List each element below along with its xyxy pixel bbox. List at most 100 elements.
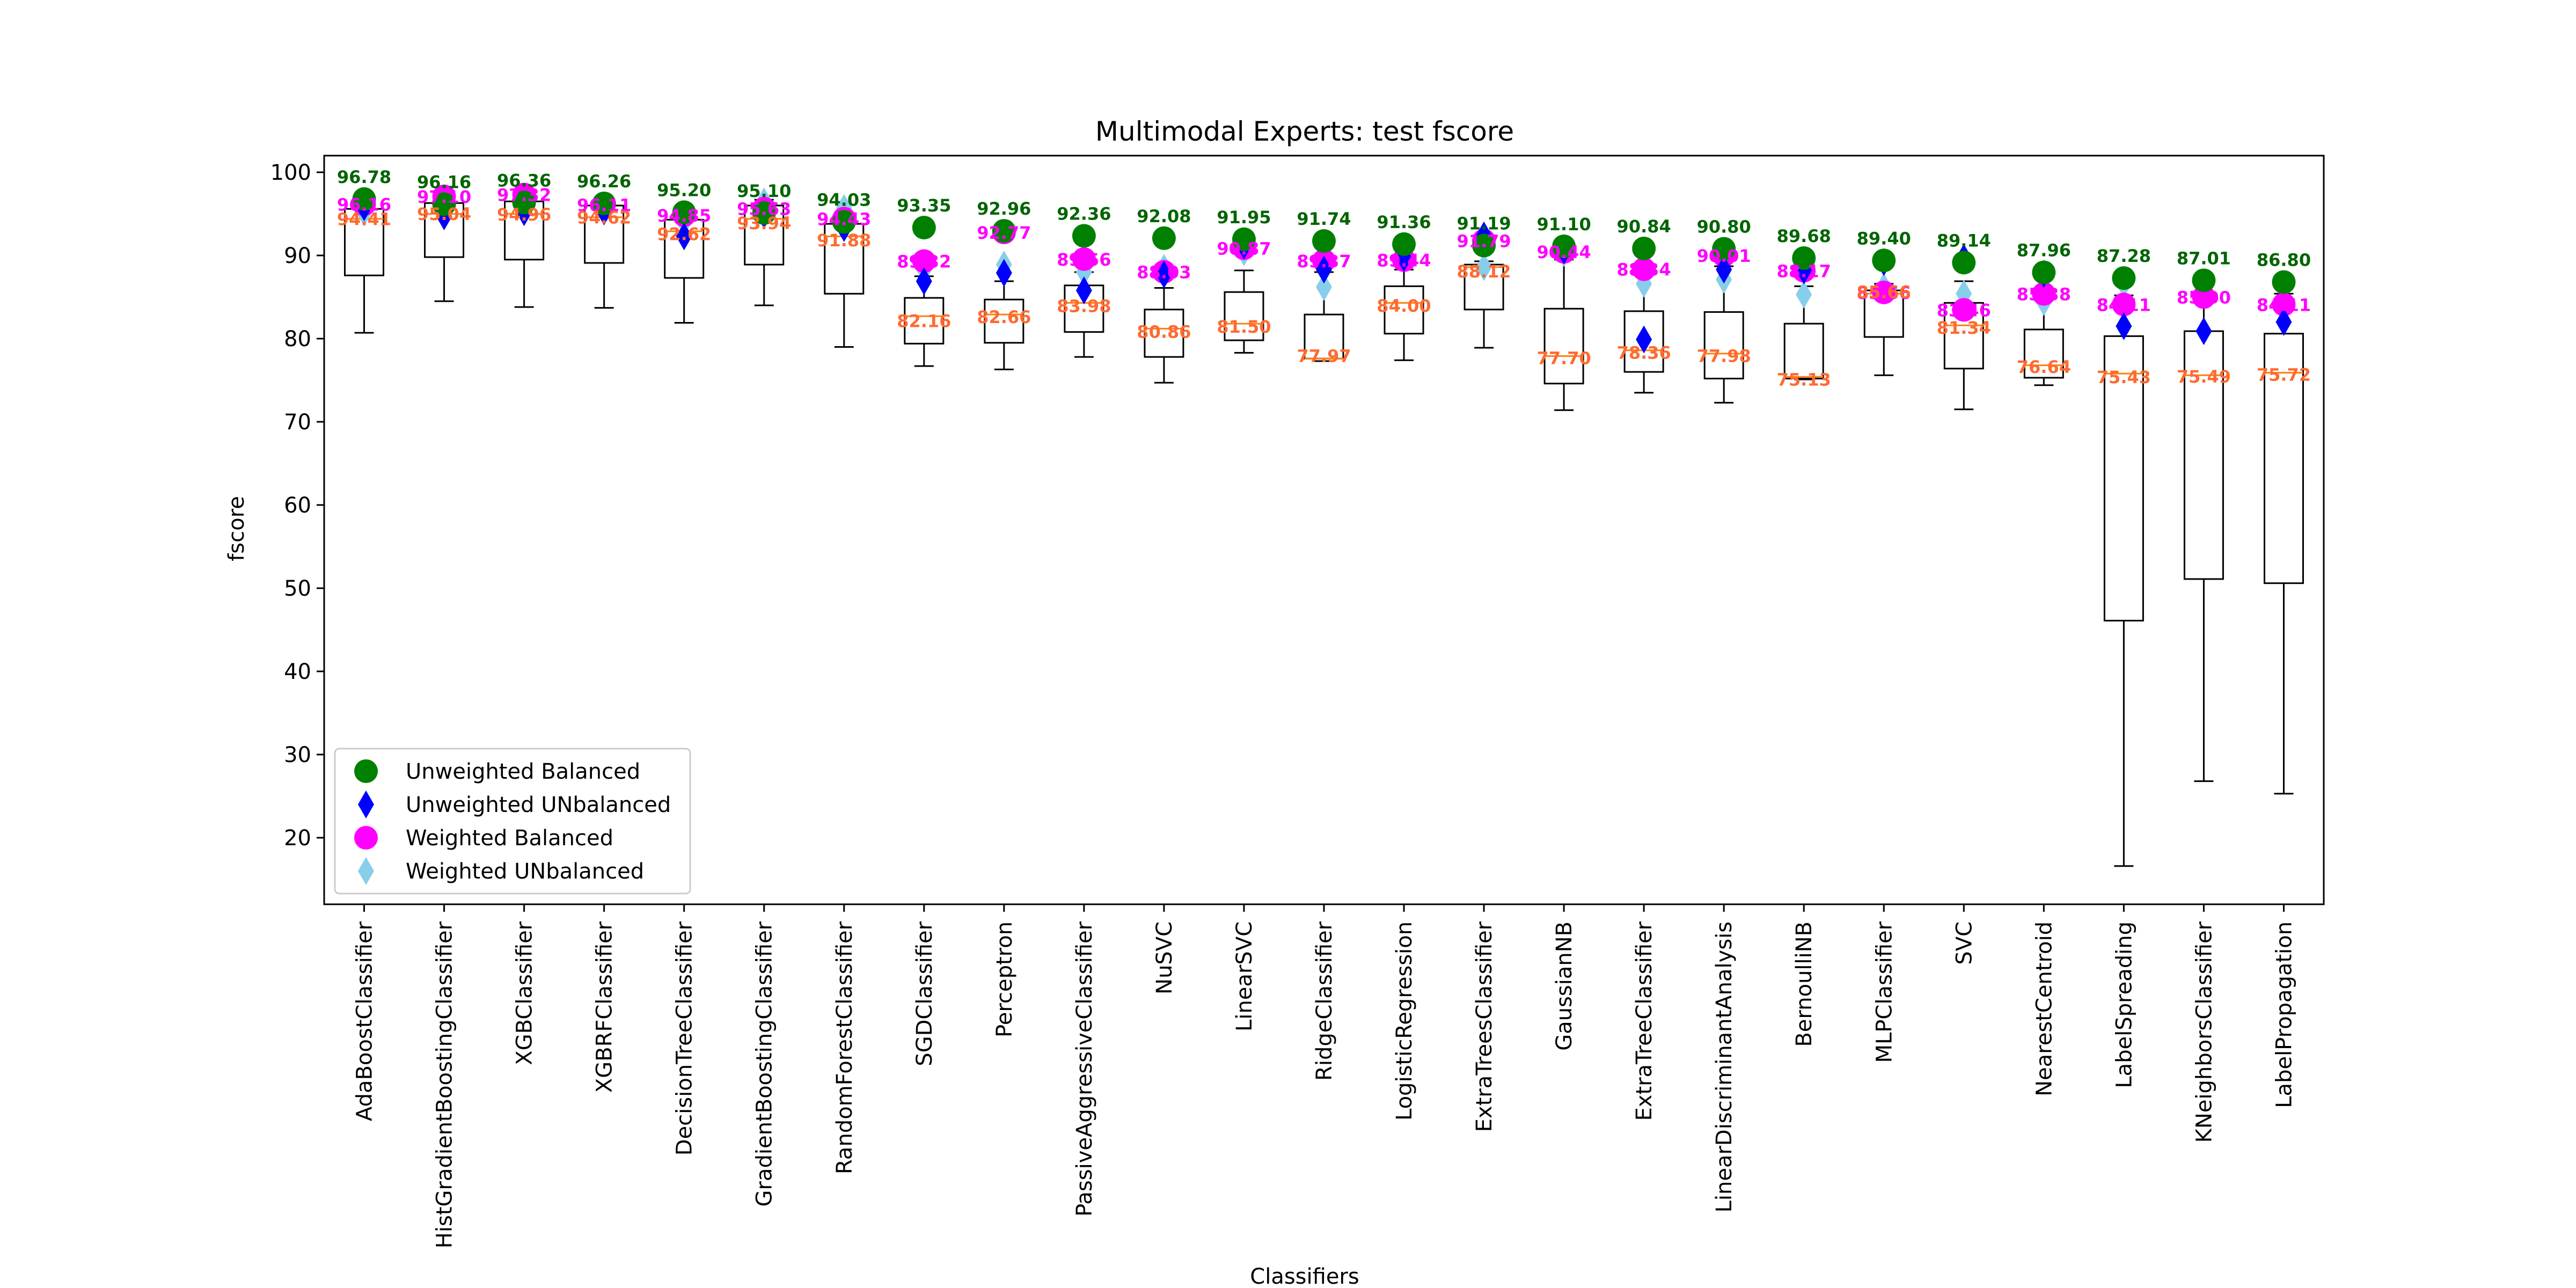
marker-weighted-balanced — [912, 249, 936, 273]
marker-unweighted-balanced — [672, 200, 696, 224]
label-weighted-balanced: 85.56 — [1857, 283, 1911, 303]
x-tick-label: ExtraTreeClassifier — [1632, 921, 1657, 1121]
marker-unweighted-unbalanced — [916, 267, 932, 296]
marker-weighted-unbalanced — [1796, 280, 1812, 309]
marker-unweighted-unbalanced — [2275, 308, 2292, 336]
label-low: 77.97 — [1297, 346, 1351, 366]
box — [1384, 285, 1424, 335]
label-weighted-balanced: 89.44 — [1377, 251, 1431, 271]
label-low: 85.66 — [1857, 282, 1911, 302]
label-low: 80.86 — [1137, 322, 1191, 342]
y-tick-label: 30 — [284, 743, 311, 767]
marker-unweighted-unbalanced — [1155, 260, 1172, 289]
box — [1543, 308, 1584, 385]
label-low: 93.94 — [737, 213, 791, 233]
marker-weighted-balanced — [1952, 298, 1976, 322]
box — [2023, 328, 2064, 379]
label-weighted-balanced: 88.34 — [1617, 260, 1671, 280]
marker-unweighted-balanced — [1952, 251, 1976, 275]
marker-weighted-balanced — [2032, 282, 2056, 306]
x-tick-label: GaussianNB — [1552, 921, 1577, 1051]
label-weighted-balanced: 96.16 — [337, 195, 391, 215]
marker-weighted-balanced — [2272, 292, 2296, 317]
marker-unweighted-balanced — [832, 210, 856, 234]
marker-unweighted-balanced — [1072, 224, 1096, 248]
label-unweighted-balanced: 89.68 — [1777, 226, 1831, 246]
label-weighted-balanced: 83.46 — [1937, 300, 1991, 320]
x-tick-label: NearestCentroid — [2032, 921, 2057, 1096]
y-tick-label: 20 — [284, 826, 311, 851]
legend-marker — [354, 826, 378, 850]
marker-unweighted-balanced — [1712, 237, 1736, 261]
label-low: 95.04 — [417, 204, 471, 224]
marker-weighted-balanced — [1872, 280, 1896, 304]
x-tick-label: AdaBoostClassifier — [353, 921, 377, 1121]
label-low: 77.70 — [1537, 348, 1591, 369]
label-low: 84.00 — [1377, 296, 1431, 316]
marker-unweighted-unbalanced — [1636, 325, 1652, 354]
x-tick-label: ExtraTreesClassifier — [1472, 921, 1497, 1132]
chart-title: Multimodal Experts: test fscore — [1095, 116, 1514, 147]
marker-unweighted-balanced — [1392, 232, 1416, 256]
label-weighted-balanced: 94.43 — [817, 209, 871, 229]
marker-weighted-balanced — [1072, 247, 1096, 271]
y-tick-label: 70 — [284, 410, 311, 435]
y-tick-label: 50 — [284, 576, 311, 601]
label-weighted-balanced: 92.77 — [977, 223, 1031, 243]
label-weighted-balanced: 89.56 — [1057, 250, 1111, 270]
marker-weighted-unbalanced — [1476, 253, 1492, 281]
label-low: 81.50 — [1217, 317, 1271, 337]
marker-unweighted-balanced — [1792, 246, 1816, 270]
label-unweighted-balanced: 87.01 — [2177, 248, 2231, 268]
legend-label: Weighted UNbalanced — [406, 859, 644, 884]
x-tick-label: DecisionTreeClassifier — [672, 921, 697, 1155]
label-unweighted-balanced: 91.36 — [1377, 212, 1431, 232]
label-unweighted-balanced: 96.16 — [417, 172, 471, 193]
label-unweighted-balanced: 95.10 — [737, 181, 791, 201]
x-tick-label: KNeighborsClassifier — [2192, 921, 2216, 1143]
box — [1144, 309, 1184, 358]
marker-unweighted-balanced — [1232, 227, 1256, 251]
y-tick-label: 90 — [284, 244, 311, 268]
label-unweighted-balanced: 92.08 — [1137, 206, 1191, 226]
marker-unweighted-balanced — [1872, 248, 1896, 273]
label-unweighted-balanced: 93.35 — [897, 195, 951, 216]
marker-unweighted-balanced — [912, 216, 936, 240]
y-tick-label: 60 — [284, 493, 311, 518]
label-weighted-balanced: 95.63 — [737, 199, 791, 219]
y-axis-label: fscore — [224, 496, 249, 561]
axes-frame — [323, 155, 2325, 905]
marker-unweighted-unbalanced — [1075, 276, 1092, 305]
x-tick-label: RandomForestClassifier — [832, 921, 857, 1174]
marker-weighted-balanced — [2112, 292, 2136, 317]
marker-unweighted-balanced — [2112, 266, 2136, 290]
legend-label: Unweighted Balanced — [406, 759, 640, 784]
x-tick-label: XGBClassifier — [513, 921, 537, 1065]
label-low: 92.62 — [657, 224, 711, 244]
x-tick-label: LinearDiscriminantAnalysis — [1712, 921, 1737, 1212]
label-unweighted-balanced: 95.20 — [657, 180, 711, 200]
label-weighted-balanced: 89.37 — [1297, 251, 1351, 272]
label-weighted-balanced: 96.11 — [577, 195, 631, 215]
y-tick-label: 80 — [284, 327, 311, 352]
marker-unweighted-balanced — [512, 191, 536, 215]
label-weighted-balanced: 90.44 — [1537, 242, 1591, 262]
x-tick-label: SVC — [1952, 921, 1977, 965]
x-tick-label: RidgeClassifier — [1312, 921, 1337, 1080]
label-weighted-balanced: 89.32 — [897, 252, 951, 272]
marker-unweighted-balanced — [992, 219, 1016, 243]
y-tick-label: 100 — [270, 160, 311, 185]
legend-label: Unweighted UNbalanced — [406, 793, 671, 817]
legend-box — [334, 748, 691, 895]
label-unweighted-balanced: 94.03 — [817, 190, 871, 210]
label-unweighted-balanced: 91.74 — [1297, 209, 1351, 229]
marker-unweighted-balanced — [2272, 270, 2296, 294]
label-low: 82.66 — [977, 307, 1031, 327]
label-unweighted-balanced: 91.10 — [1537, 214, 1591, 235]
marker-weighted-balanced — [2192, 285, 2216, 309]
label-low: 91.88 — [817, 230, 871, 251]
x-tick-label: PassiveAggressiveClassifier — [1072, 921, 1097, 1216]
x-tick-label: NuSVC — [1152, 921, 1177, 994]
box — [1783, 323, 1824, 379]
